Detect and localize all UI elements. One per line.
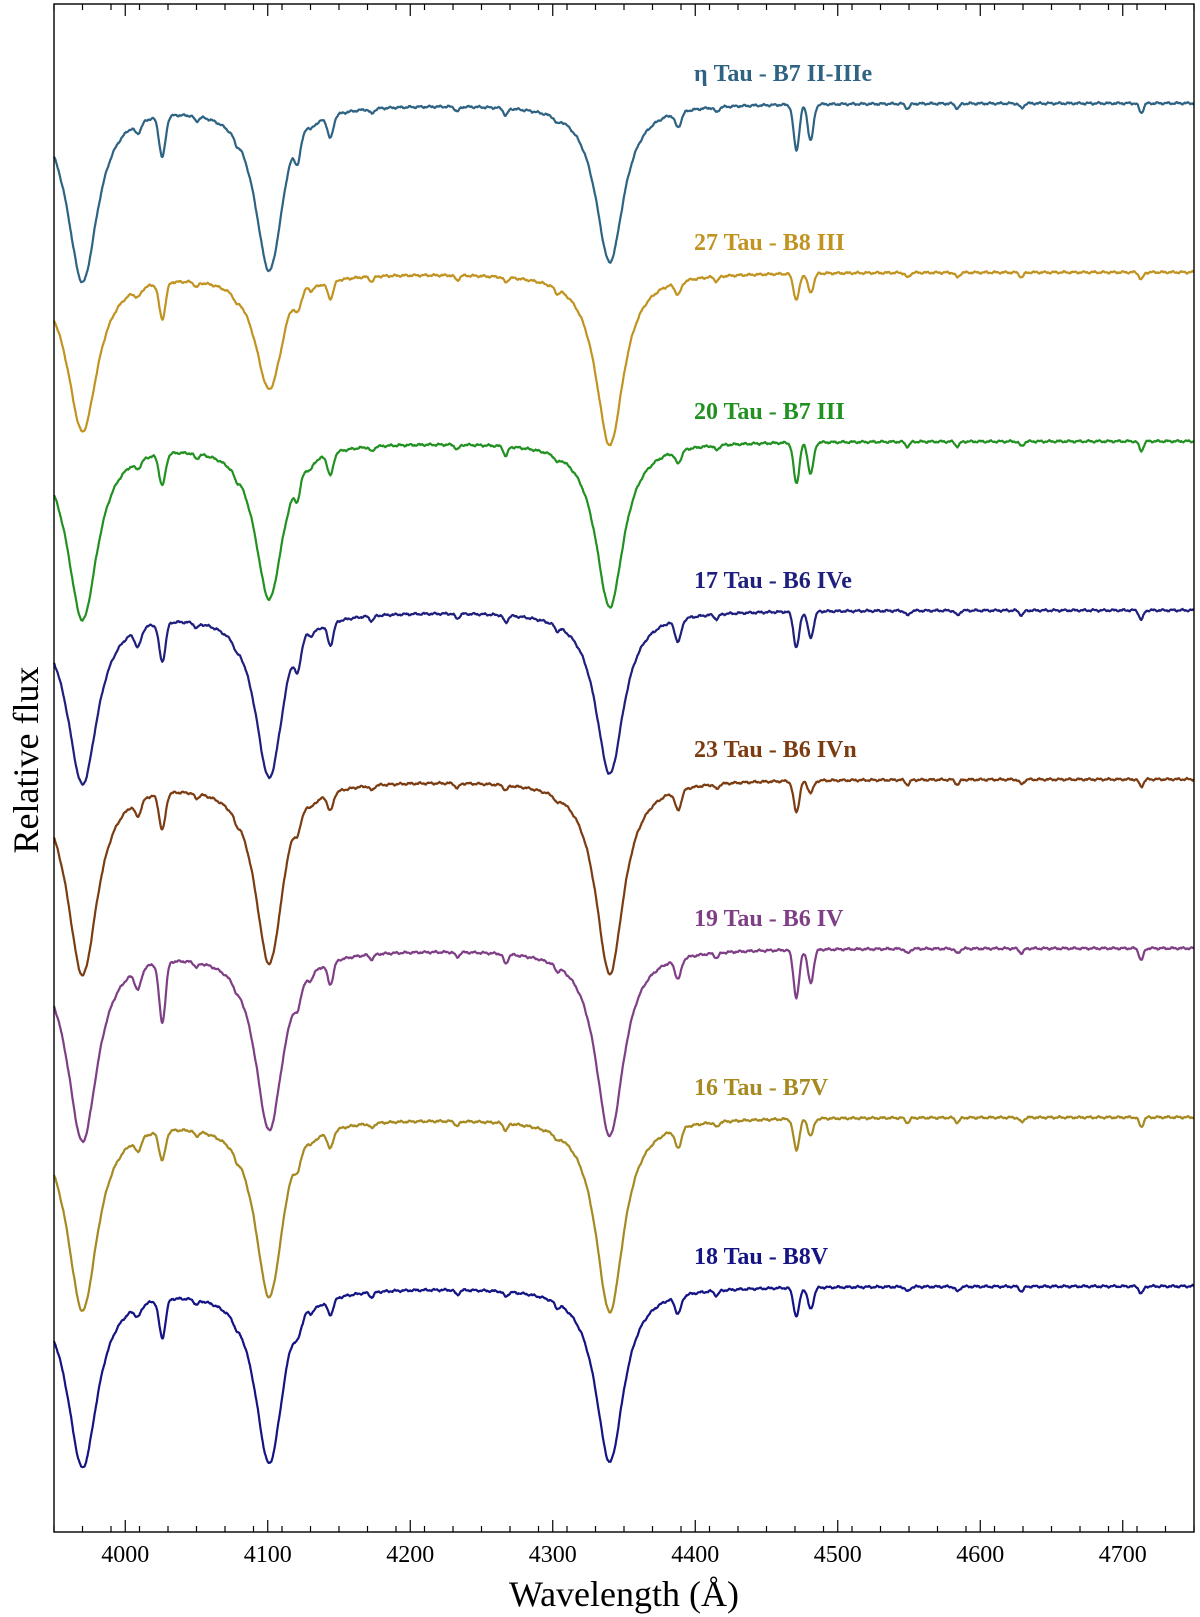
- series-label-4: 23 Tau - B6 IVn: [694, 737, 857, 763]
- x-tick-label-4700: 4700: [1099, 1542, 1147, 1568]
- series-label-7: 18 Tau - B8V: [694, 1244, 829, 1270]
- spectrum-line-4: [52, 776, 1195, 977]
- series-label-5: 19 Tau - B6 IV: [694, 906, 844, 932]
- spectrum-line-7: [52, 1283, 1195, 1469]
- spectrum-line-6: [52, 1114, 1195, 1314]
- x-tick-label-4200: 4200: [386, 1542, 434, 1568]
- x-axis-ticks: 4000 4100 4200 4300 4400 4500 4600 4700: [53, 4, 1195, 1568]
- series-label-6: 16 Tau - B7V: [694, 1075, 829, 1101]
- series-label-2: 20 Tau - B7 III: [694, 399, 845, 425]
- y-axis-title: Relative flux: [6, 667, 46, 854]
- x-tick-label-4600: 4600: [956, 1542, 1004, 1568]
- spectrum-line-3: [52, 607, 1195, 786]
- series-label-1: 27 Tau - B8 III: [694, 230, 845, 256]
- series-labels: η Tau - B7 II-IIIe 27 Tau - B8 III 20 Tau …: [694, 61, 872, 1270]
- x-axis-title: Wavelength (Å): [509, 1574, 739, 1614]
- series-label-0: η Tau - B7 II-IIIe: [694, 61, 872, 87]
- x-tick-label-4400: 4400: [671, 1542, 719, 1568]
- spectrum-line-1: [52, 269, 1195, 447]
- spectrum-line-5: [52, 945, 1195, 1144]
- series-label-3: 17 Tau - B6 IVe: [694, 568, 852, 594]
- spectrum-line-2: [53, 438, 1195, 622]
- plot-frame: [53, 3, 1195, 1533]
- x-tick-label-4500: 4500: [814, 1542, 862, 1568]
- x-tick-label-4100: 4100: [244, 1542, 292, 1568]
- x-tick-label-4300: 4300: [529, 1542, 577, 1568]
- spectrum-line-0: [52, 100, 1195, 284]
- spectra-group: [52, 100, 1195, 1469]
- x-tick-label-4000: 4000: [101, 1542, 149, 1568]
